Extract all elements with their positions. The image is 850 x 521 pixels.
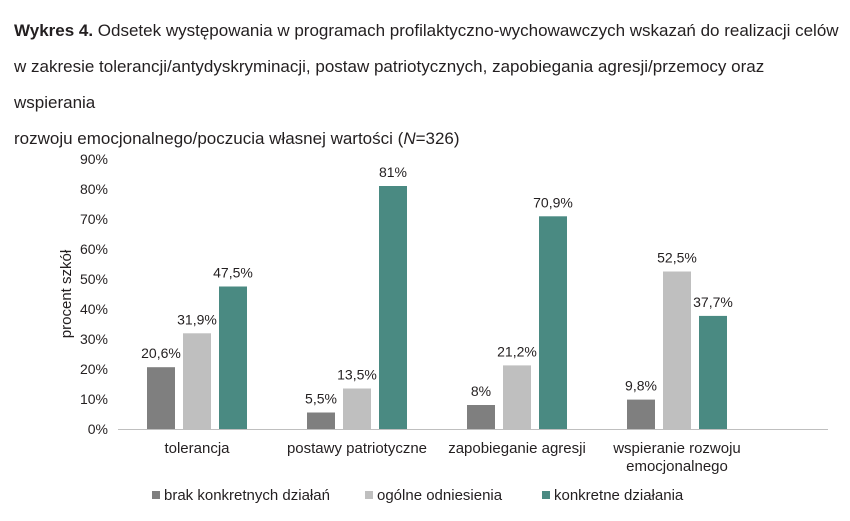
bar xyxy=(467,405,495,429)
data-label: 13,5% xyxy=(337,367,377,383)
bar xyxy=(343,388,371,429)
bar xyxy=(219,286,247,429)
x-category-label: tolerancja xyxy=(164,440,230,457)
y-tick-label: 40% xyxy=(80,301,108,317)
data-label: 5,5% xyxy=(305,391,337,407)
caption-label: Wykres 4. xyxy=(14,21,94,40)
bar xyxy=(503,365,531,429)
legend-swatch xyxy=(152,491,160,499)
x-category-label: zapobieganie agresji xyxy=(448,440,586,457)
bar xyxy=(307,412,335,429)
y-tick-label: 80% xyxy=(80,181,108,197)
chart-caption: Wykres 4. Odsetek występowania w program… xyxy=(14,13,839,157)
bar xyxy=(183,333,211,429)
bar xyxy=(699,315,727,429)
bar xyxy=(379,186,407,429)
data-label: 9,8% xyxy=(625,378,657,394)
data-label: 81% xyxy=(379,164,407,180)
legend-label: konkretne działania xyxy=(554,487,684,504)
y-tick-label: 70% xyxy=(80,211,108,227)
x-category-label: postawy patriotyczne xyxy=(287,440,427,457)
y-axis-label: procent szkół xyxy=(58,249,75,338)
data-label: 20,6% xyxy=(141,345,181,361)
bar xyxy=(663,271,691,429)
data-label: 52,5% xyxy=(657,250,697,266)
y-tick-label: 0% xyxy=(88,421,108,437)
legend-label: ogólne odniesienia xyxy=(377,487,503,504)
bar xyxy=(539,216,567,429)
y-tick-label: 30% xyxy=(80,331,108,347)
caption-line-2: w zakresie tolerancji/antydyskryminacji,… xyxy=(14,57,765,112)
y-tick-label: 20% xyxy=(80,361,108,377)
data-label: 8% xyxy=(471,383,491,399)
bar xyxy=(147,367,175,429)
bar xyxy=(627,399,655,429)
data-label: 37,7% xyxy=(693,294,733,310)
y-tick-label: 60% xyxy=(80,241,108,257)
legend-swatch xyxy=(365,491,373,499)
caption-line-3: rozwoju emocjonalnego/poczucia własnej w… xyxy=(14,121,839,157)
y-tick-label: 10% xyxy=(80,391,108,407)
data-label: 47,5% xyxy=(213,265,253,281)
legend-swatch xyxy=(542,491,550,499)
caption-text-1: Odsetek występowania w programach profil… xyxy=(93,21,839,40)
x-category-label: wspieranie rozwoju xyxy=(612,440,741,457)
caption-n-value: =326) xyxy=(415,129,460,148)
x-category-label: emocjonalnego xyxy=(626,458,728,475)
y-tick-label: 90% xyxy=(80,151,108,167)
caption-text-3: rozwoju emocjonalnego/poczucia własnej w… xyxy=(14,129,404,148)
data-label: 21,2% xyxy=(497,343,537,359)
data-label: 31,9% xyxy=(177,311,217,327)
legend-label: brak konkretnych działań xyxy=(164,487,330,504)
y-tick-label: 50% xyxy=(80,271,108,287)
data-label: 70,9% xyxy=(533,194,573,210)
caption-n-symbol: N xyxy=(403,129,416,148)
caption-line-1: Wykres 4. Odsetek występowania w program… xyxy=(14,13,839,49)
